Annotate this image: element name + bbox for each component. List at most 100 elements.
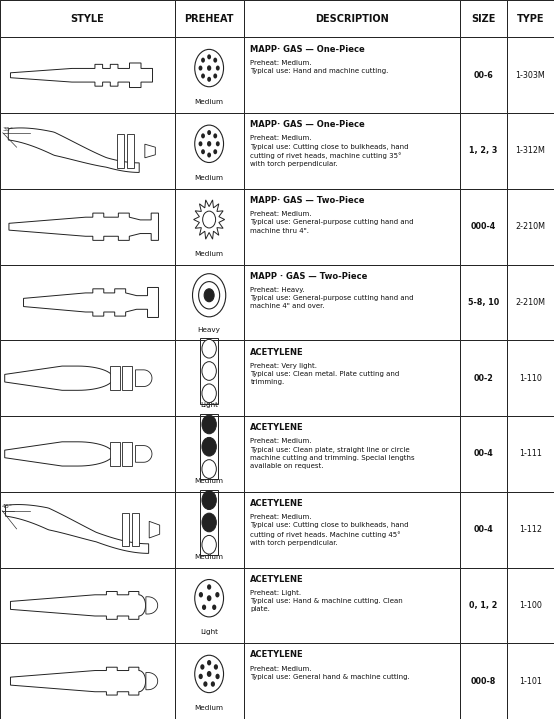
Circle shape	[212, 605, 216, 610]
Circle shape	[207, 77, 211, 82]
Bar	[507, 113, 554, 189]
Bar	[122, 366, 132, 390]
Polygon shape	[11, 667, 146, 695]
Text: 1-110: 1-110	[519, 374, 542, 383]
Circle shape	[202, 536, 216, 554]
Bar	[175, 492, 244, 567]
Circle shape	[207, 130, 211, 135]
Text: 1-111: 1-111	[519, 449, 542, 459]
Text: 000-4: 000-4	[471, 222, 496, 232]
Text: ACETYLENE: ACETYLENE	[250, 651, 304, 659]
Text: Medium: Medium	[194, 175, 224, 181]
Bar	[175, 265, 244, 340]
Text: 2-210M: 2-210M	[515, 298, 546, 307]
Bar	[0, 416, 175, 492]
Bar	[122, 513, 129, 546]
Circle shape	[201, 58, 205, 63]
Polygon shape	[146, 672, 158, 690]
Circle shape	[213, 58, 217, 63]
Bar	[175, 0, 244, 37]
Circle shape	[201, 664, 204, 669]
Text: ACETYLENE: ACETYLENE	[250, 423, 304, 432]
Bar	[507, 492, 554, 567]
Bar	[200, 490, 218, 555]
Circle shape	[202, 491, 216, 510]
Circle shape	[207, 55, 211, 60]
Bar	[117, 134, 124, 168]
Circle shape	[207, 585, 211, 590]
Bar	[507, 265, 554, 340]
Bar	[244, 644, 460, 719]
Text: Medium: Medium	[194, 478, 224, 484]
Polygon shape	[5, 366, 113, 390]
Text: Preheat: Medium.
Typical use: Cutting close to bulkheads, hand
cutting of rivet : Preheat: Medium. Typical use: Cutting cl…	[250, 514, 409, 546]
Text: 0, 1, 2: 0, 1, 2	[469, 601, 497, 610]
Text: STYLE: STYLE	[70, 14, 104, 24]
Circle shape	[198, 141, 202, 146]
Polygon shape	[194, 200, 225, 239]
Polygon shape	[145, 145, 155, 157]
Circle shape	[213, 73, 217, 78]
Text: Medium: Medium	[194, 99, 224, 106]
Circle shape	[203, 682, 208, 687]
Bar	[460, 340, 507, 416]
Text: Preheat: Medium.
Typical use: Hand and machine cutting.: Preheat: Medium. Typical use: Hand and m…	[250, 60, 389, 74]
Text: MAPP· GAS — One-Piece: MAPP· GAS — One-Piece	[250, 45, 365, 54]
Circle shape	[216, 141, 220, 146]
Bar	[0, 340, 175, 416]
Circle shape	[198, 674, 203, 679]
Text: 000-8: 000-8	[471, 677, 496, 686]
Circle shape	[207, 152, 211, 157]
Bar	[507, 37, 554, 113]
Circle shape	[193, 274, 226, 317]
Text: Preheat: Medium.
Typical use: General hand & machine cutting.: Preheat: Medium. Typical use: General ha…	[250, 666, 410, 679]
Polygon shape	[5, 441, 113, 466]
Text: Medium: Medium	[194, 554, 224, 560]
Bar	[200, 339, 218, 403]
Text: Medium: Medium	[194, 705, 224, 711]
Bar	[507, 644, 554, 719]
Text: 1-303M: 1-303M	[516, 70, 545, 80]
Bar	[244, 265, 460, 340]
Polygon shape	[146, 597, 158, 614]
Text: TYPE: TYPE	[517, 14, 544, 24]
Text: 1, 2, 3: 1, 2, 3	[469, 147, 497, 155]
Bar	[460, 113, 507, 189]
Bar	[0, 492, 175, 567]
Text: ACETYLENE: ACETYLENE	[250, 347, 304, 357]
Polygon shape	[149, 521, 160, 538]
Circle shape	[202, 605, 206, 610]
Text: 00-4: 00-4	[474, 449, 493, 459]
Circle shape	[202, 513, 216, 532]
Text: Medium: Medium	[194, 251, 224, 257]
Bar	[244, 113, 460, 189]
Text: 00-4: 00-4	[474, 525, 493, 534]
Bar	[175, 567, 244, 644]
Polygon shape	[136, 370, 152, 387]
Polygon shape	[6, 505, 148, 554]
Bar	[460, 265, 507, 340]
Text: SIZE: SIZE	[471, 14, 495, 24]
Text: Light: Light	[200, 629, 218, 636]
Circle shape	[207, 671, 212, 677]
Circle shape	[213, 133, 217, 138]
Bar	[460, 189, 507, 265]
Bar	[175, 416, 244, 492]
Circle shape	[201, 133, 205, 138]
Bar	[0, 265, 175, 340]
Bar	[507, 567, 554, 644]
Bar	[460, 567, 507, 644]
Bar	[122, 441, 132, 466]
Text: 1-101: 1-101	[519, 677, 542, 686]
Bar	[0, 37, 175, 113]
Text: Preheat: Very light.
Typical use: Clean metal. Plate cutting and
trimming.: Preheat: Very light. Typical use: Clean …	[250, 362, 399, 385]
Circle shape	[202, 437, 216, 456]
Bar	[175, 113, 244, 189]
Bar	[507, 0, 554, 37]
Text: MAPP · GAS — Two-Piece: MAPP · GAS — Two-Piece	[250, 272, 368, 281]
Text: 1-312M: 1-312M	[516, 147, 545, 155]
Text: MAPP· GAS — One-Piece: MAPP· GAS — One-Piece	[250, 120, 365, 129]
Bar	[0, 0, 175, 37]
Text: Preheat: Heavy.
Typical use: General-purpose cutting hand and
machine 4" and ove: Preheat: Heavy. Typical use: General-pur…	[250, 287, 414, 309]
Polygon shape	[136, 446, 152, 462]
